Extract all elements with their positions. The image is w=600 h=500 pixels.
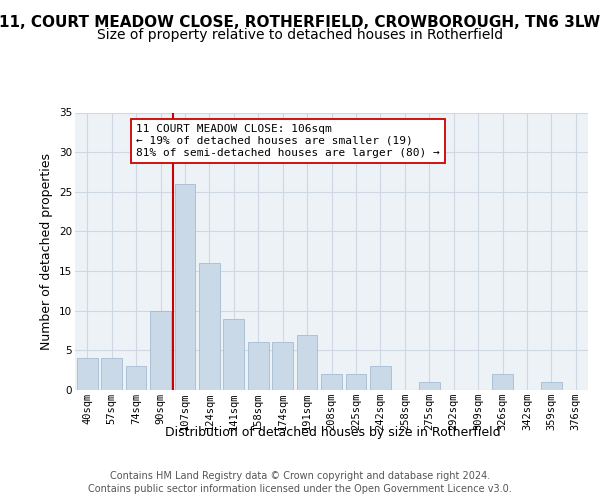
Bar <box>77 358 98 390</box>
Bar <box>199 263 220 390</box>
Bar <box>125 366 146 390</box>
Y-axis label: Number of detached properties: Number of detached properties <box>40 153 53 350</box>
Bar <box>296 334 317 390</box>
Text: 11 COURT MEADOW CLOSE: 106sqm
← 19% of detached houses are smaller (19)
81% of s: 11 COURT MEADOW CLOSE: 106sqm ← 19% of d… <box>136 124 440 158</box>
Bar <box>541 382 562 390</box>
Bar <box>419 382 440 390</box>
Bar <box>346 374 367 390</box>
Text: 11, COURT MEADOW CLOSE, ROTHERFIELD, CROWBOROUGH, TN6 3LW: 11, COURT MEADOW CLOSE, ROTHERFIELD, CRO… <box>0 15 600 30</box>
Text: Distribution of detached houses by size in Rotherfield: Distribution of detached houses by size … <box>165 426 501 439</box>
Bar <box>272 342 293 390</box>
Text: Size of property relative to detached houses in Rotherfield: Size of property relative to detached ho… <box>97 28 503 42</box>
Bar <box>223 318 244 390</box>
Text: Contains public sector information licensed under the Open Government Licence v3: Contains public sector information licen… <box>88 484 512 494</box>
Bar <box>150 310 171 390</box>
Bar <box>370 366 391 390</box>
Bar <box>492 374 513 390</box>
Bar <box>175 184 196 390</box>
Text: Contains HM Land Registry data © Crown copyright and database right 2024.: Contains HM Land Registry data © Crown c… <box>110 471 490 481</box>
Bar <box>248 342 269 390</box>
Bar <box>321 374 342 390</box>
Bar <box>101 358 122 390</box>
